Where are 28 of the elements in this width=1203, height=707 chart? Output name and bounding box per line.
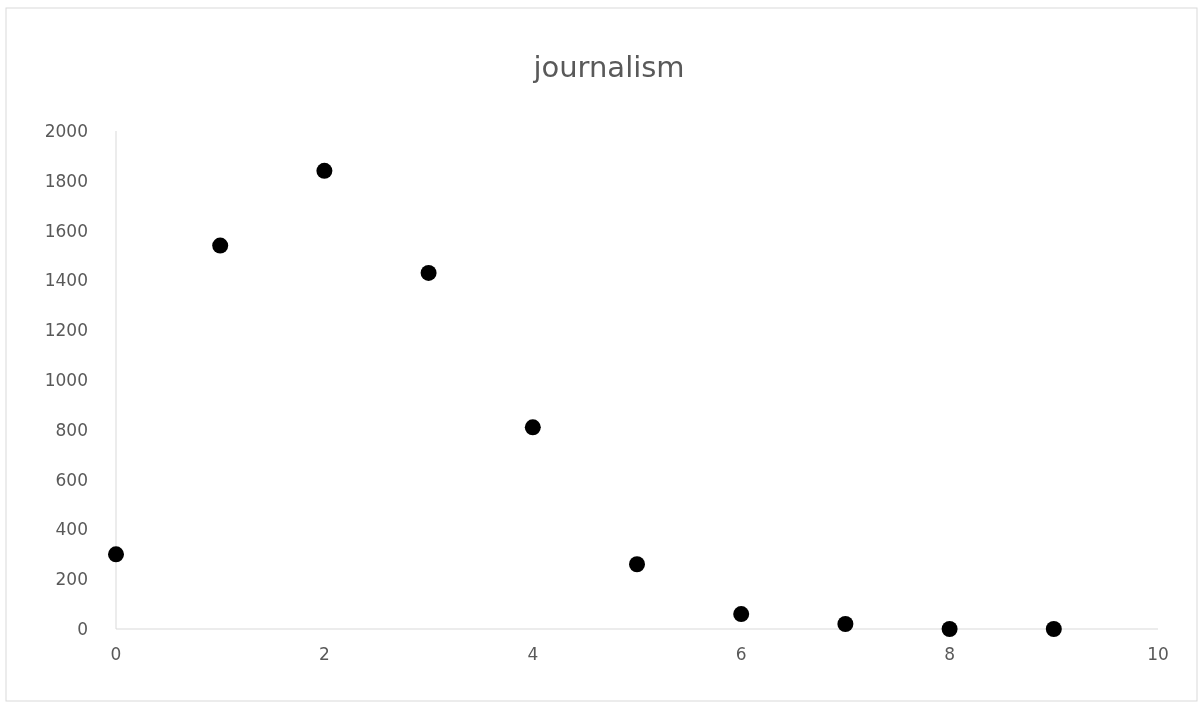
point <box>1045 621 1062 637</box>
point <box>629 556 645 573</box>
y-tick-label: 400 <box>55 519 88 540</box>
point <box>420 264 437 281</box>
y-tick-label: 0 <box>77 618 88 639</box>
point <box>524 419 541 436</box>
y-tick-label: 1600 <box>44 220 88 241</box>
y-tick-label: 1800 <box>44 170 88 191</box>
y-tick-label: 1200 <box>44 320 88 341</box>
chart-title: journalism <box>532 50 685 84</box>
y-tick-label: 600 <box>55 469 88 490</box>
x-tick-label: 2 <box>318 643 330 664</box>
point <box>837 616 854 633</box>
x-tick-label: 4 <box>527 643 539 664</box>
point <box>733 606 750 623</box>
x-tick-label: 10 <box>1147 643 1169 664</box>
y-tick-label: 1400 <box>44 270 88 291</box>
point <box>212 237 229 254</box>
y-tick-label: 200 <box>55 569 88 590</box>
point <box>108 546 124 563</box>
y-tick-label: 2000 <box>44 120 88 141</box>
y-tick-label: 1000 <box>44 369 88 390</box>
x-tick-label: 8 <box>944 643 956 664</box>
x-tick-label: 6 <box>735 643 747 664</box>
x-tick-label: 0 <box>110 643 122 664</box>
y-tick-label: 800 <box>55 419 88 440</box>
point <box>941 621 958 637</box>
point <box>316 162 333 179</box>
